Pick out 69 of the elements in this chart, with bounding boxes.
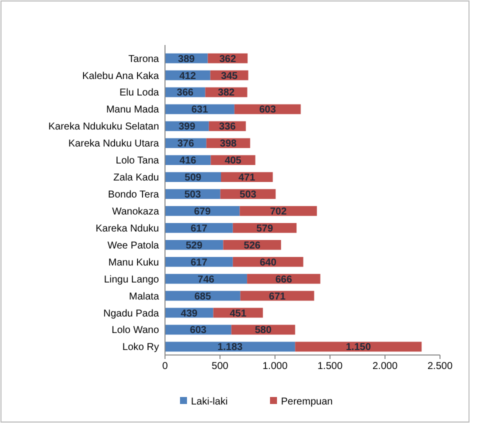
bar	[165, 274, 248, 284]
y-tick-label: Kalebu Ana Kaka	[82, 70, 160, 82]
bar	[165, 206, 240, 216]
x-tick-label: 2.500	[427, 361, 453, 372]
data-label: 666	[275, 274, 292, 286]
y-tick-label: Kareka Nduku	[96, 223, 159, 234]
data-label: 1.183	[218, 342, 244, 354]
y-tick-label: Kareka Ndukuku Selatan	[48, 122, 159, 133]
data-label: 362	[219, 54, 236, 65]
data-label: 529	[186, 240, 203, 252]
y-tick-label: Manu Mada	[106, 104, 160, 116]
x-tick-label: 500	[212, 361, 229, 372]
bar	[165, 223, 233, 233]
data-label: 336	[219, 122, 236, 133]
data-label: 382	[218, 88, 236, 99]
y-tick-label: Tarona	[128, 54, 160, 65]
x-tick-label: 0	[162, 361, 168, 372]
data-label: 509	[184, 172, 202, 184]
data-label: 679	[194, 206, 212, 218]
y-tick-label: Elu Loda	[120, 88, 160, 99]
y-tick-label: Lolo Wano	[112, 325, 160, 336]
data-label: 580	[254, 325, 272, 336]
data-label: 671	[268, 291, 286, 302]
data-label: 389	[178, 54, 196, 65]
y-tick-label: Manu Kuku	[108, 257, 159, 268]
y-tick-label: Wee Patola	[107, 240, 160, 252]
y-tick-label: Zala Kadu	[113, 172, 159, 184]
data-label: 579	[256, 223, 274, 234]
data-label: 617	[190, 257, 208, 268]
data-label: 1.150	[346, 342, 372, 354]
data-label: 685	[194, 291, 212, 302]
bar	[247, 274, 320, 284]
data-label: 416	[180, 156, 197, 167]
bar	[240, 206, 317, 216]
data-label: 439	[180, 308, 198, 320]
y-tick-label: Loko Ry	[122, 342, 159, 354]
y-tick-label: Wanokaza	[112, 206, 160, 218]
data-label: 503	[184, 190, 202, 201]
y-tick-label: Kareka Nduku Utara	[68, 138, 160, 150]
y-tick-label: Ngadu Pada	[103, 308, 160, 320]
data-label: 603	[259, 104, 276, 116]
x-tick-label: 1.500	[317, 361, 343, 372]
data-label: 471	[238, 172, 256, 184]
x-tick-label: 2.000	[372, 361, 398, 372]
x-tick-label: 1.000	[262, 361, 288, 372]
y-tick-label: Bondo Tera	[108, 190, 160, 201]
data-label: 398	[220, 138, 238, 150]
y-tick-label: Malata	[128, 291, 160, 302]
data-label: 399	[178, 122, 196, 133]
bar	[232, 256, 304, 267]
data-label: 603	[190, 325, 207, 336]
data-label: 412	[179, 70, 196, 82]
data-label: 503	[240, 190, 257, 201]
data-label: 640	[260, 257, 277, 268]
legend-label: Perempuan	[281, 396, 333, 408]
data-label: 702	[270, 206, 288, 218]
data-label: 405	[224, 156, 242, 167]
data-label: 617	[190, 223, 208, 234]
data-label: 631	[191, 104, 208, 116]
bar	[165, 256, 233, 267]
data-label: 345	[220, 70, 238, 82]
data-label: 366	[176, 88, 194, 99]
legend-label: Laki-laki	[191, 396, 228, 408]
data-label: 376	[177, 138, 194, 150]
data-label: 526	[244, 240, 261, 252]
data-label: 451	[230, 308, 247, 320]
data-label: 746	[198, 274, 215, 286]
y-tick-label: Lingu Lango	[104, 274, 160, 286]
y-tick-label: Lolo Tana	[116, 156, 160, 167]
